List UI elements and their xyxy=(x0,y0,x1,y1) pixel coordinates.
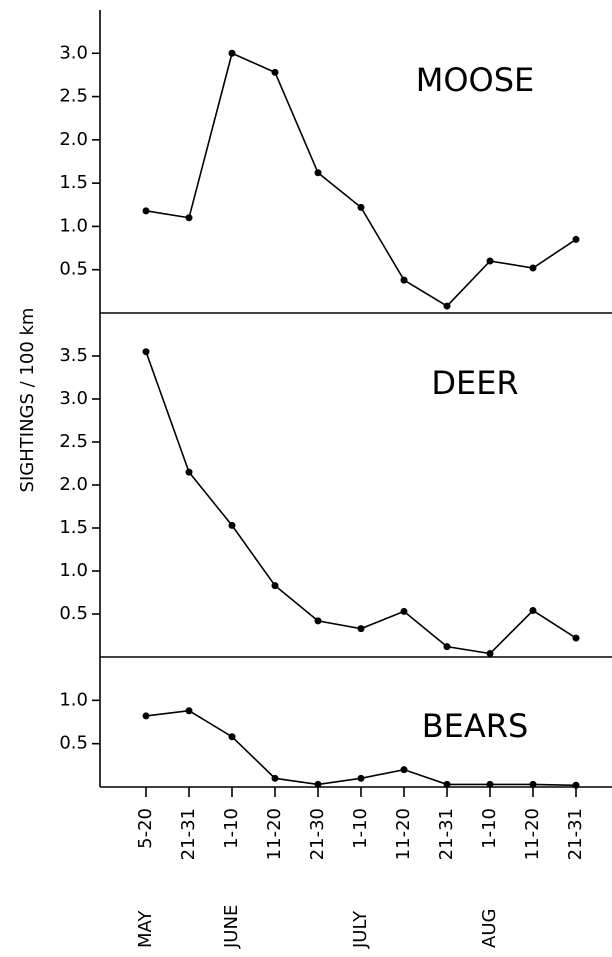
data-point xyxy=(357,774,365,782)
data-point xyxy=(486,257,494,265)
y-tick-label: 3.0 xyxy=(59,388,88,409)
x-tick-label: 21-31 xyxy=(565,808,586,860)
data-point xyxy=(314,169,322,177)
data-point xyxy=(357,203,365,211)
data-point xyxy=(572,634,580,642)
data-point xyxy=(228,49,236,57)
panel-title: DEER xyxy=(431,364,518,402)
data-point xyxy=(228,521,236,529)
month-label: MAY xyxy=(135,910,156,948)
y-tick-label: 2.5 xyxy=(59,431,88,452)
data-point xyxy=(271,582,279,590)
x-tick-label: 1-10 xyxy=(479,808,500,849)
data-point xyxy=(572,235,580,243)
month-label: AUG xyxy=(479,909,500,948)
x-tick-label: 11-20 xyxy=(393,808,414,860)
x-tick-label: 1-10 xyxy=(221,808,242,849)
data-point xyxy=(400,607,408,615)
x-tick-label: 21-30 xyxy=(307,808,328,860)
data-point xyxy=(314,780,322,788)
y-tick-label: 1.0 xyxy=(59,689,88,710)
y-tick-label: 0.5 xyxy=(59,259,88,280)
y-tick-label: 1.0 xyxy=(59,560,88,581)
y-tick-label: 3.0 xyxy=(59,42,88,63)
y-tick-label: 1.0 xyxy=(59,215,88,236)
x-tick-label: 11-20 xyxy=(522,808,543,860)
data-point xyxy=(529,264,537,272)
y-tick-label: 1.5 xyxy=(59,517,88,538)
data-point xyxy=(185,707,193,715)
data-point xyxy=(486,780,494,788)
y-tick-label: 3.5 xyxy=(59,345,88,366)
y-tick-label: 2.5 xyxy=(59,86,88,107)
y-tick-label: 2.0 xyxy=(59,129,88,150)
x-tick-label: 21-31 xyxy=(436,808,457,860)
data-point xyxy=(443,643,451,651)
data-point xyxy=(529,780,537,788)
x-tick-label: 5-20 xyxy=(135,808,156,849)
data-point xyxy=(400,276,408,284)
data-point xyxy=(271,68,279,76)
data-point xyxy=(271,774,279,782)
data-point xyxy=(185,214,193,222)
panel-title: BEARS xyxy=(422,707,529,745)
y-tick-label: 0.5 xyxy=(59,733,88,754)
data-point xyxy=(529,607,537,615)
x-tick-label: 1-10 xyxy=(350,808,371,849)
x-tick-label: 11-20 xyxy=(264,808,285,860)
y-tick-label: 0.5 xyxy=(59,603,88,624)
y-tick-label: 1.5 xyxy=(59,172,88,193)
data-point xyxy=(142,348,150,356)
data-point xyxy=(142,207,150,215)
x-tick-label: 21-31 xyxy=(178,808,199,860)
data-point xyxy=(357,625,365,633)
data-point xyxy=(314,617,322,625)
panel-title: MOOSE xyxy=(416,61,535,99)
data-point xyxy=(228,733,236,741)
y-tick-label: 2.0 xyxy=(59,474,88,495)
month-label: JULY xyxy=(350,910,371,949)
data-point xyxy=(142,712,150,720)
data-point xyxy=(185,468,193,476)
data-point xyxy=(400,766,408,774)
month-label: JUNE xyxy=(221,905,242,949)
y-axis-label: SIGHTINGS / 100 km xyxy=(17,308,38,493)
data-point xyxy=(486,650,494,658)
data-point xyxy=(443,302,451,310)
data-point xyxy=(443,780,451,788)
data-point xyxy=(572,781,580,789)
